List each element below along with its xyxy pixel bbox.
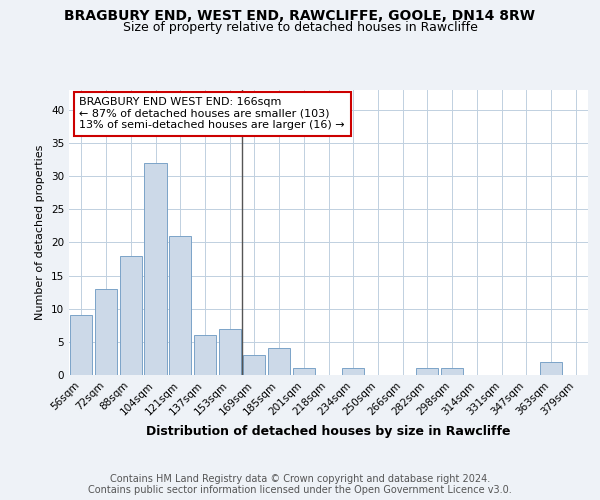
Bar <box>441 368 463 375</box>
Bar <box>342 368 364 375</box>
Text: BRAGBURY END WEST END: 166sqm
← 87% of detached houses are smaller (103)
13% of : BRAGBURY END WEST END: 166sqm ← 87% of d… <box>79 97 345 130</box>
Bar <box>70 316 92 375</box>
Text: BRAGBURY END, WEST END, RAWCLIFFE, GOOLE, DN14 8RW: BRAGBURY END, WEST END, RAWCLIFFE, GOOLE… <box>65 9 536 23</box>
Bar <box>169 236 191 375</box>
Bar <box>243 355 265 375</box>
Bar <box>268 348 290 375</box>
Text: Contains public sector information licensed under the Open Government Licence v3: Contains public sector information licen… <box>88 485 512 495</box>
Text: Contains HM Land Registry data © Crown copyright and database right 2024.: Contains HM Land Registry data © Crown c… <box>110 474 490 484</box>
Bar <box>145 163 167 375</box>
Bar <box>194 335 216 375</box>
X-axis label: Distribution of detached houses by size in Rawcliffe: Distribution of detached houses by size … <box>146 425 511 438</box>
Bar <box>119 256 142 375</box>
Bar <box>95 289 117 375</box>
Bar <box>416 368 439 375</box>
Bar <box>540 362 562 375</box>
Bar <box>218 328 241 375</box>
Y-axis label: Number of detached properties: Number of detached properties <box>35 145 46 320</box>
Text: Size of property relative to detached houses in Rawcliffe: Size of property relative to detached ho… <box>122 21 478 34</box>
Bar <box>293 368 315 375</box>
